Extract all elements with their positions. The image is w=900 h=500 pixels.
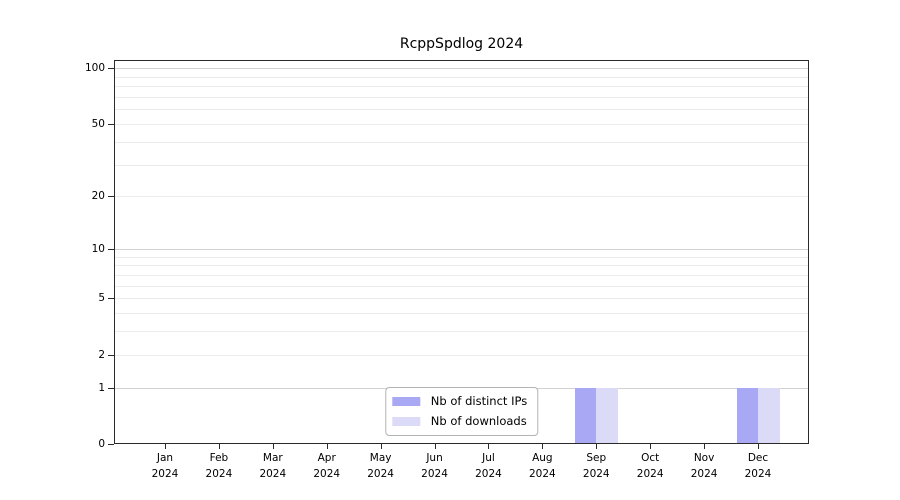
x-tick-year: 2024 <box>205 468 233 480</box>
y-tick <box>108 196 114 198</box>
x-tick-year: 2024 <box>313 468 341 480</box>
x-tick-label: Mar 2024 <box>238 450 308 482</box>
minor-gridline <box>114 76 809 78</box>
x-tick <box>218 444 220 449</box>
x-tick-month: Aug <box>532 452 553 464</box>
x-tick-label: Sep 2024 <box>561 450 631 482</box>
x-tick-label: Jul 2024 <box>453 450 523 482</box>
x-tick-month: May <box>369 452 392 464</box>
y-tick <box>108 124 114 126</box>
bar-nb-of-distinct-ips <box>736 387 758 444</box>
x-tick <box>165 444 166 449</box>
bar-nb-of-downloads <box>758 387 780 444</box>
x-tick-month: Oct <box>641 452 660 464</box>
x-tick-label: Dec 2024 <box>723 450 793 482</box>
x-tick <box>704 444 706 449</box>
y-tick <box>108 68 114 70</box>
y-tick-label: 20 <box>91 189 105 202</box>
x-tick-month: Jul <box>482 452 495 464</box>
x-tick-year: 2024 <box>528 468 556 480</box>
x-tick-label: Feb 2024 <box>184 450 254 482</box>
y-tick <box>108 354 114 356</box>
x-tick <box>380 444 382 449</box>
x-tick-label: Jan 2024 <box>130 450 200 482</box>
legend-label-distinct-ips: Nb of distinct IPs <box>430 393 528 408</box>
minor-gridline <box>114 124 809 126</box>
x-tick <box>758 444 759 449</box>
x-tick-month: Sep <box>586 452 607 464</box>
minor-gridline <box>114 265 809 267</box>
bar-nb-of-distinct-ips <box>574 387 597 444</box>
x-tick-year: 2024 <box>151 468 179 480</box>
x-tick-year: 2024 <box>367 468 394 480</box>
x-tick <box>650 444 652 449</box>
y-tick-label: 10 <box>91 242 105 255</box>
minor-gridline <box>114 331 809 333</box>
y-tick-label: 50 <box>91 117 105 130</box>
y-tick-label: 100 <box>84 62 105 75</box>
x-tick-month: Dec <box>747 452 769 464</box>
x-tick-month: Jan <box>156 452 174 464</box>
x-tick <box>596 444 598 449</box>
x-tick-year: 2024 <box>421 468 448 480</box>
x-tick-month: Nov <box>693 452 715 464</box>
x-tick-month: Jun <box>426 452 443 464</box>
y-tick-label: 2 <box>98 348 105 361</box>
x-tick-year: 2024 <box>636 468 664 480</box>
minor-gridline <box>114 354 809 356</box>
y-tick-label: 0 <box>98 437 105 450</box>
x-tick <box>326 444 328 449</box>
minor-gridline <box>114 313 809 315</box>
y-tick-label: 5 <box>98 291 105 304</box>
x-tick-month: Mar <box>262 452 283 464</box>
legend-label-downloads: Nb of downloads <box>430 413 527 428</box>
major-gridline <box>114 248 809 250</box>
x-tick-year: 2024 <box>582 468 610 480</box>
x-tick-year: 2024 <box>259 468 287 480</box>
legend-item-downloads: Nb of downloads <box>391 413 527 430</box>
minor-gridline <box>114 97 809 99</box>
x-tick-year: 2024 <box>690 468 718 480</box>
x-tick-label: Aug 2024 <box>507 450 577 482</box>
x-tick <box>488 444 490 449</box>
legend-item-distinct-ips: Nb of distinct IPs <box>391 393 528 410</box>
legend: Nb of distinct IPs Nb of downloads <box>384 387 539 436</box>
x-tick-label: Nov 2024 <box>669 450 739 482</box>
minor-gridline <box>114 141 809 143</box>
x-tick-label: Jun 2024 <box>400 450 470 482</box>
minor-gridline <box>114 256 809 258</box>
chart-title: RcppSpdlog 2024 <box>399 36 524 52</box>
minor-gridline <box>114 86 809 88</box>
y-tick-label: 1 <box>98 381 105 394</box>
x-tick-month: Feb <box>209 452 229 464</box>
x-tick <box>434 444 436 449</box>
x-tick-label: Oct 2024 <box>615 450 685 482</box>
major-gridline <box>114 68 809 70</box>
minor-gridline <box>114 285 809 287</box>
minor-gridline <box>114 196 809 198</box>
y-tick <box>108 387 114 389</box>
y-tick <box>108 298 114 300</box>
y-tick <box>108 444 114 445</box>
minor-gridline <box>114 164 809 166</box>
x-tick-year: 2024 <box>744 468 772 480</box>
minor-gridline <box>114 109 809 111</box>
x-tick-month: Apr <box>317 452 336 464</box>
legend-swatch-distinct-ips <box>391 397 420 406</box>
y-tick <box>108 248 114 250</box>
minor-gridline <box>114 274 809 276</box>
legend-swatch-downloads <box>391 417 420 426</box>
x-tick <box>542 444 544 449</box>
x-tick-label: May 2024 <box>346 450 416 482</box>
x-tick-label: Apr 2024 <box>292 450 362 482</box>
x-tick-year: 2024 <box>475 468 502 480</box>
plot-area: Nb of distinct IPs Nb of downloads 0 1 2 5 1… <box>85 60 809 480</box>
bar-nb-of-downloads <box>596 387 618 444</box>
minor-gridline <box>114 298 809 300</box>
x-tick <box>272 444 274 449</box>
